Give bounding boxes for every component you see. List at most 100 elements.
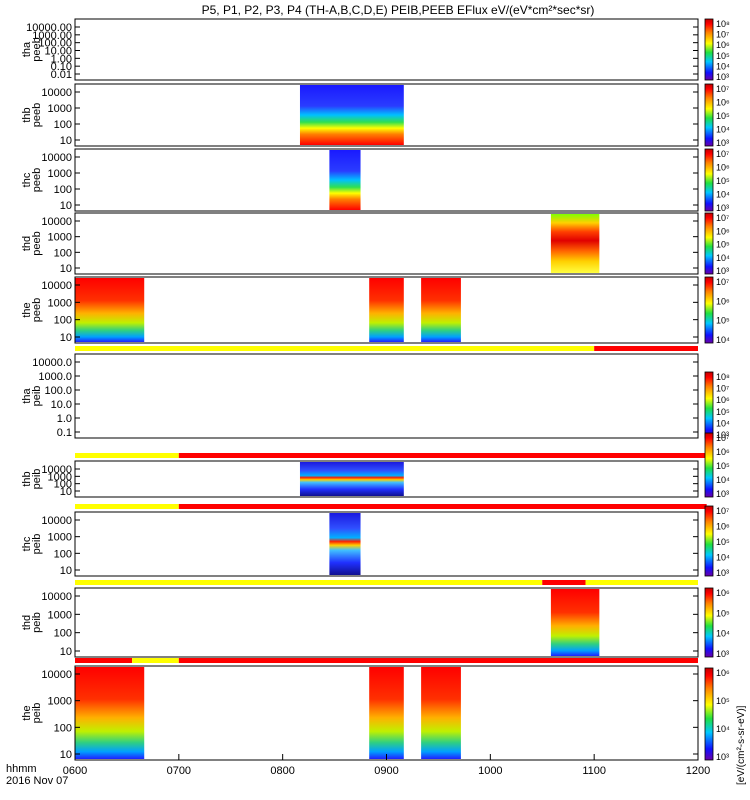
colorbar-tick-label: 10³ — [716, 203, 729, 213]
date-label: 2016 Nov 07 — [6, 775, 68, 787]
status-bar-segment — [178, 658, 699, 663]
y-tick-label: 10 — [60, 263, 72, 275]
x-tick-label: 1000 — [478, 765, 502, 777]
spectrogram-block — [299, 85, 404, 145]
spectrogram-block — [421, 278, 461, 342]
x-tick-label: 0900 — [374, 765, 398, 777]
spectrogram-block — [299, 462, 404, 496]
colorbar-tick-label: 10⁴ — [716, 475, 730, 485]
y-axis-label: peeb — [31, 298, 43, 322]
y-axis-label: peeb — [31, 231, 43, 255]
colorbar — [704, 505, 714, 577]
y-tick-label: 10 — [60, 646, 72, 658]
colorbar-tick-label: 10⁶ — [716, 40, 730, 50]
status-bar-segment — [132, 658, 179, 663]
chart-title: P5, P1, P2, P3, P4 (TH-A,B,C,D,E) PEIB,P… — [202, 3, 595, 17]
y-axis-label: thb — [21, 107, 33, 122]
y-tick-label: 10 — [60, 565, 72, 577]
y-tick-label: 100.0 — [44, 385, 72, 397]
colorbar-tick-label: 10⁶ — [716, 296, 730, 306]
colorbar-tick-label: 10³ — [716, 430, 729, 440]
status-bar-segment — [75, 346, 595, 351]
y-tick-label: 1.0 — [57, 413, 72, 425]
y-tick-label: 100 — [54, 479, 72, 491]
y-axis-label: tha — [21, 387, 33, 403]
colorbar-tick-label: 10⁸ — [716, 372, 730, 382]
colorbar — [704, 371, 714, 439]
y-axis-label: thd — [21, 236, 33, 251]
colorbar-tick-label: 10⁴ — [716, 335, 730, 345]
colorbar — [704, 432, 714, 498]
status-bar-segment — [75, 453, 179, 458]
colorbar-tick-label: 10⁷ — [716, 384, 729, 394]
y-tick-label: 100 — [54, 628, 72, 640]
spectrogram-block — [75, 667, 145, 759]
colorbar-tick-label: 10⁴ — [716, 724, 730, 734]
y-tick-label: 10000 — [41, 515, 72, 527]
spectrogram-block — [550, 214, 600, 273]
colorbar-tick-label: 10⁶ — [716, 395, 730, 405]
colorbar-tick-label: 10⁴ — [716, 629, 730, 639]
colorbar-tick-label: 10⁷ — [716, 149, 729, 159]
y-tick-label: 10.0 — [51, 399, 72, 411]
y-axis-label: peib — [31, 386, 43, 407]
colorbar-tick-label: 10⁶ — [716, 668, 730, 678]
panel-frame — [74, 353, 699, 439]
spectrogram-block — [75, 278, 145, 342]
colorbar-tick-label: 10⁶ — [716, 226, 730, 236]
y-tick-label: 10000 — [41, 464, 72, 476]
panel-frame — [74, 83, 699, 147]
spectrogram-block — [550, 589, 600, 656]
y-tick-label: 1000 — [48, 696, 72, 708]
spectrogram-block — [329, 513, 361, 575]
y-tick-label: 1000 — [48, 103, 72, 115]
panel-frame — [74, 212, 699, 275]
colorbar-tick-label: 10⁷ — [716, 277, 729, 287]
y-tick-label: 100 — [54, 315, 72, 327]
y-tick-label: 10000.0 — [32, 357, 72, 369]
colorbar-tick-label: 10⁶ — [716, 588, 730, 598]
colorbar — [704, 667, 714, 761]
y-tick-label: 10000 — [41, 280, 72, 292]
colorbar-tick-label: 10³ — [716, 568, 729, 578]
y-axis-label: thb — [21, 471, 33, 486]
y-tick-label: 10000.00 — [26, 22, 72, 34]
y-tick-label: 0.10 — [51, 61, 72, 73]
colorbar-tick-label: 10⁵ — [716, 696, 730, 706]
y-axis-label: peib — [31, 469, 43, 490]
status-bar-segment — [75, 580, 543, 585]
x-tick-label: 0800 — [270, 765, 294, 777]
status-bar-segment — [585, 580, 698, 585]
colorbar-tick-label: 10⁴ — [716, 253, 730, 263]
y-axis-label: the — [21, 705, 33, 720]
y-tick-label: 1000 — [48, 232, 72, 244]
y-tick-label: 10 — [60, 486, 72, 498]
y-tick-label: 10000 — [41, 669, 72, 681]
y-axis-label: thd — [21, 615, 33, 630]
panel-frame — [74, 18, 699, 81]
y-tick-label: 100 — [54, 119, 72, 131]
colorbar-tick-label: 10⁷ — [716, 213, 729, 223]
y-tick-label: 1000 — [48, 168, 72, 180]
y-axis-label: peib — [31, 703, 43, 724]
colorbar-tick-label: 10⁵ — [716, 461, 730, 471]
colorbar-tick-label: 10⁶ — [716, 98, 730, 108]
colorbar — [704, 18, 714, 81]
colorbar-tick-label: 10⁷ — [716, 84, 729, 94]
colorbar-tick-label: 10³ — [716, 752, 729, 762]
panel-frame — [74, 460, 699, 498]
panel-frame — [74, 276, 699, 344]
colorbar — [704, 212, 714, 275]
y-tick-label: 100 — [54, 247, 72, 259]
y-tick-label: 1000 — [48, 471, 72, 483]
y-tick-label: 10.00 — [44, 46, 72, 58]
y-tick-label: 100 — [54, 184, 72, 196]
colorbar-tick-label: 10⁴ — [716, 418, 730, 428]
